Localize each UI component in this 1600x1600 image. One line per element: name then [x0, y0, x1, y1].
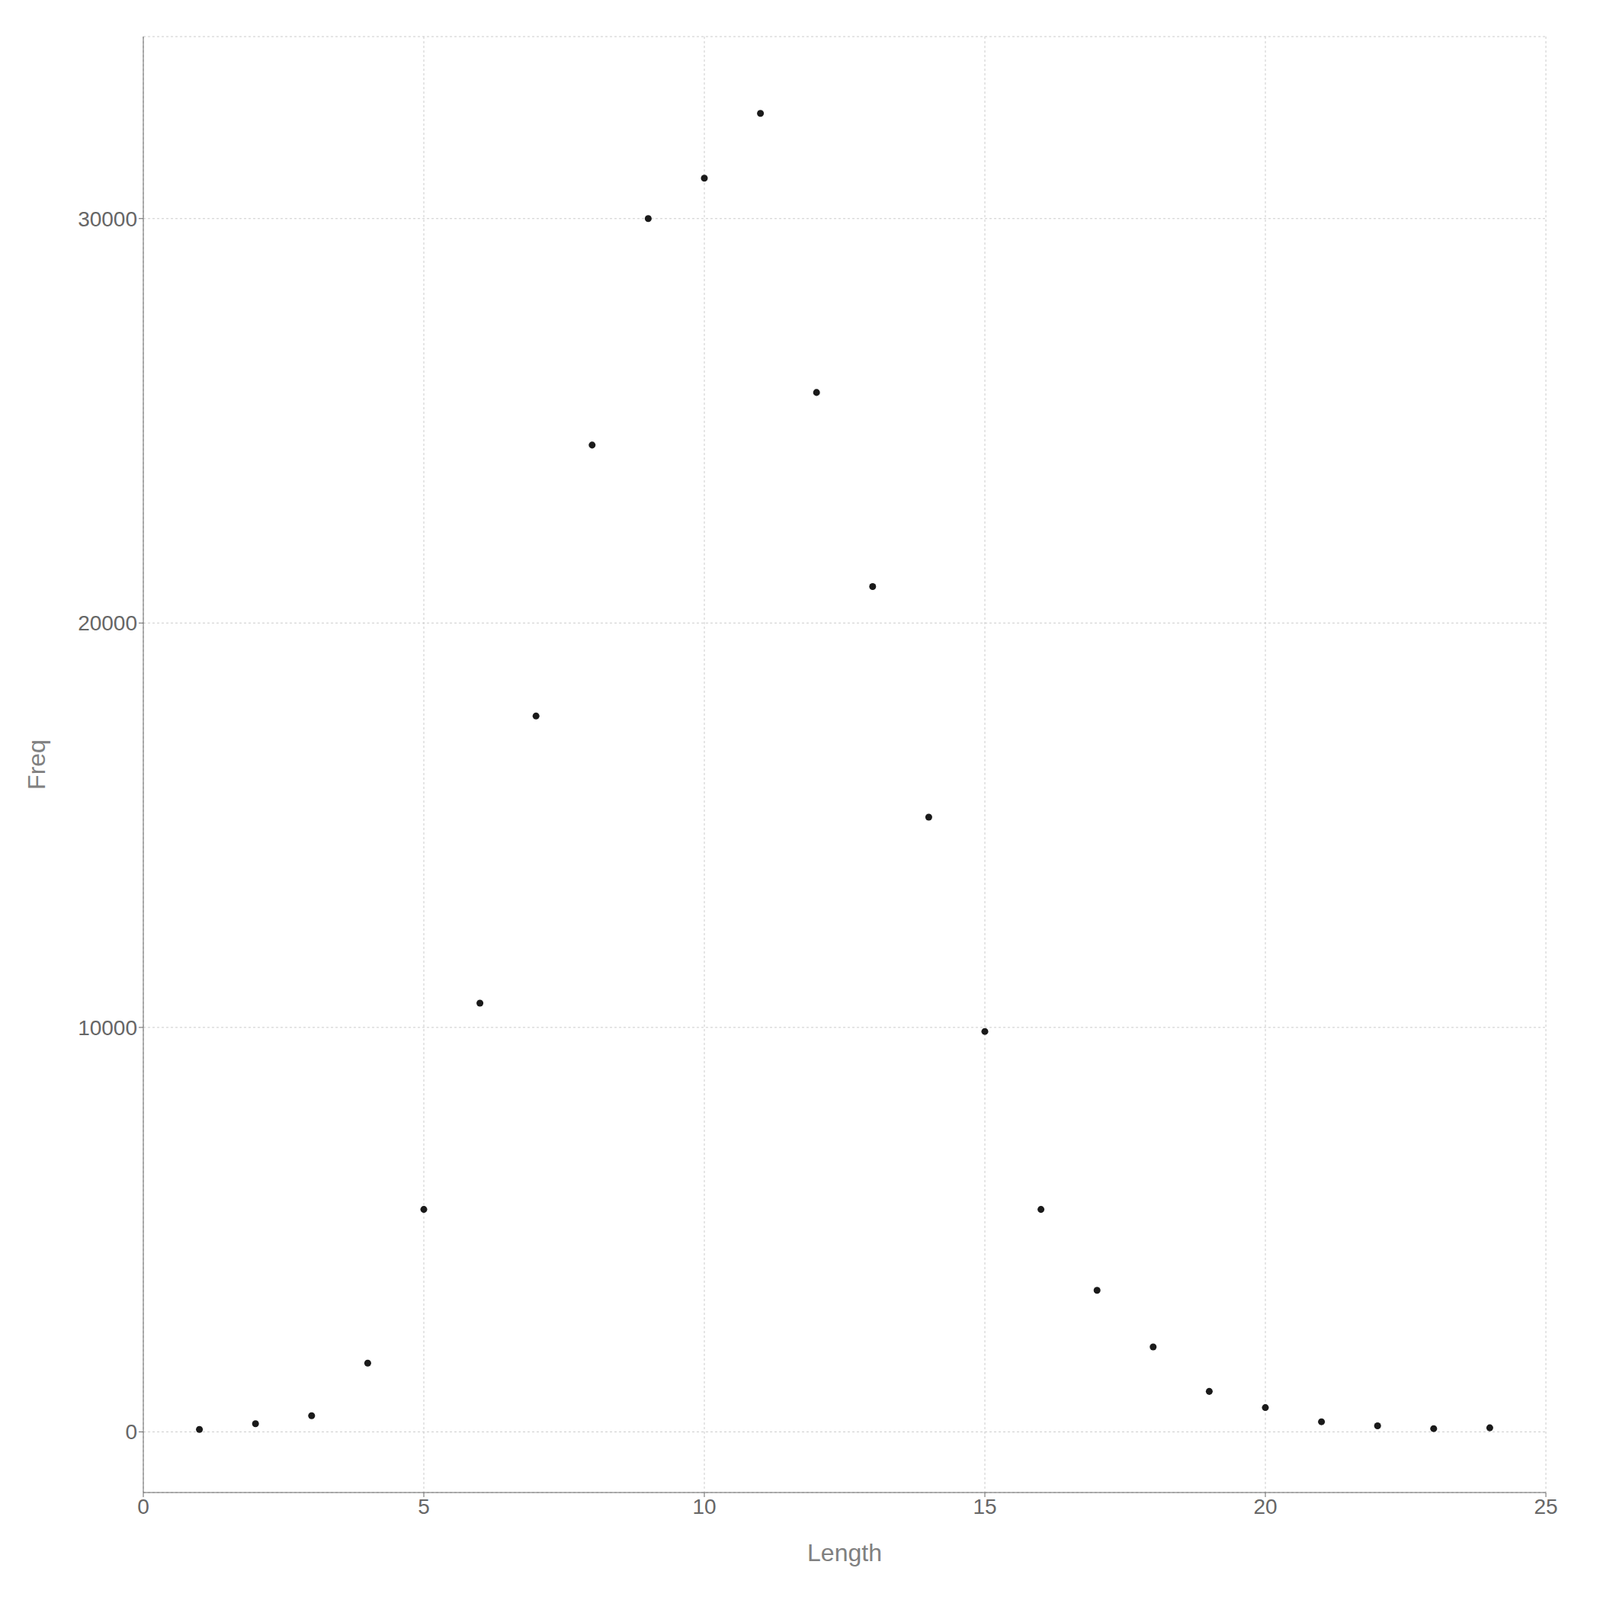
svg-text:Length: Length: [807, 1539, 882, 1567]
svg-text:0: 0: [137, 1494, 150, 1519]
svg-text:Freq: Freq: [22, 739, 51, 790]
svg-text:10000: 10000: [77, 1016, 138, 1040]
svg-text:10: 10: [692, 1494, 716, 1519]
svg-text:30000: 30000: [77, 207, 138, 231]
svg-text:20000: 20000: [77, 611, 138, 635]
svg-text:20: 20: [1253, 1494, 1277, 1519]
svg-text:0: 0: [125, 1420, 138, 1444]
svg-text:15: 15: [972, 1494, 997, 1519]
svg-text:25: 25: [1533, 1494, 1558, 1519]
svg-text:5: 5: [417, 1494, 430, 1519]
